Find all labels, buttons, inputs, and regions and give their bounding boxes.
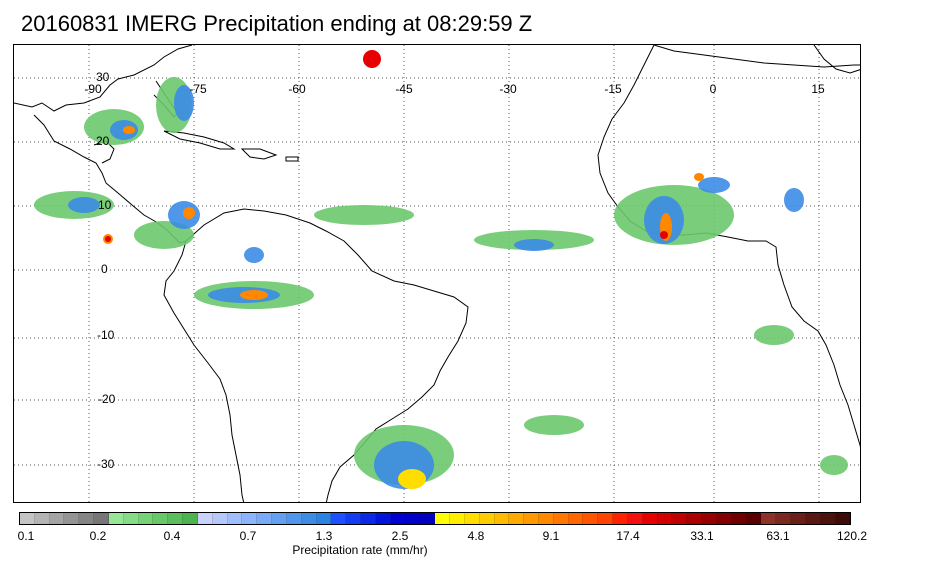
colorbar-tick-label: 120.2 — [836, 529, 868, 543]
colorbar-swatch — [197, 513, 213, 524]
colorbar-swatch — [212, 513, 228, 524]
latitude-label: 20 — [96, 134, 110, 148]
colorbar-tick-label: 33.1 — [690, 529, 714, 543]
colorbar-swatch — [94, 513, 109, 524]
colorbar-swatch — [598, 513, 614, 524]
colorbar-swatch — [138, 513, 154, 524]
colorbar-swatch — [108, 513, 124, 524]
colorbar-swatch — [568, 513, 584, 524]
longitude-label: -90 — [84, 82, 102, 96]
colorbar-swatch — [583, 513, 599, 524]
colorbar-swatch — [34, 513, 50, 524]
latitude-label: 30 — [96, 70, 110, 84]
colorbar-swatch — [479, 513, 495, 524]
colorbar-swatch — [361, 513, 376, 524]
colorbar-swatch — [835, 513, 851, 524]
colorbar-swatch — [331, 513, 347, 524]
longitude-label: 0 — [709, 82, 717, 96]
colorbar-swatch — [776, 513, 792, 524]
colorbar-tick-label: 9.1 — [542, 529, 560, 543]
colorbar-swatch — [642, 513, 658, 524]
coastline-mediterranean — [653, 45, 860, 68]
coastline-north-america — [14, 45, 193, 112]
colorbar-swatch — [168, 513, 184, 524]
colorbar-tick-label: 0.2 — [89, 529, 107, 543]
colorbar-swatch — [346, 513, 362, 524]
colorbar-swatch — [390, 513, 406, 524]
colorbar-tick-label: 17.4 — [616, 529, 640, 543]
colorbar-tick-label: 63.1 — [766, 529, 790, 543]
colorbar-swatch — [227, 513, 243, 524]
colorbar-swatch — [761, 513, 777, 524]
colorbar-swatch — [494, 513, 510, 524]
colorbar-swatch — [183, 513, 198, 524]
precipitation-cells — [34, 50, 848, 489]
colorbar-swatch — [687, 513, 703, 524]
colorbar-swatch — [731, 513, 747, 524]
colorbar-swatch — [746, 513, 762, 524]
colorbar-tick-label: 4.8 — [467, 529, 485, 543]
colorbar-swatch — [716, 513, 732, 524]
longitude-label: -30 — [499, 82, 517, 96]
colorbar-swatch — [405, 513, 421, 524]
latitude-label: -20 — [98, 392, 116, 406]
coastline-europe — [813, 45, 860, 74]
colorbar-label: Precipitation rate (mm/hr) — [292, 543, 428, 557]
colorbar-tick-label: 0.7 — [239, 529, 257, 543]
colorbar-swatch — [79, 513, 95, 524]
colorbar-swatch — [375, 513, 391, 524]
colorbar-tick-label: 0.1 — [17, 529, 35, 543]
colorbar-swatch — [242, 513, 258, 524]
colorbar-tick-label: 1.3 — [315, 529, 333, 543]
map-gridlines — [14, 45, 860, 502]
colorbar-swatch — [702, 513, 717, 524]
longitude-label: -75 — [189, 82, 207, 96]
longitude-label: -45 — [395, 82, 413, 96]
colorbar-swatch — [153, 513, 169, 524]
colorbar-swatch — [272, 513, 287, 524]
colorbar-swatch — [286, 513, 302, 524]
latitude-label: 0 — [101, 262, 108, 276]
longitude-label: -15 — [604, 82, 622, 96]
colorbar-swatch — [20, 513, 35, 524]
colorbar-swatch — [64, 513, 80, 524]
latitude-label: -30 — [97, 457, 115, 471]
colorbar-swatch — [316, 513, 332, 524]
colorbar-swatch — [627, 513, 643, 524]
colorbar-swatch — [805, 513, 821, 524]
coastline-africa-west — [597, 45, 860, 448]
map-canvas — [14, 45, 860, 502]
colorbar-swatch — [509, 513, 525, 524]
precipitation-colorbar — [19, 512, 851, 525]
colorbar-swatch — [257, 513, 273, 524]
coastline-hispaniola — [240, 148, 278, 160]
coastline-south-america-west — [163, 240, 245, 502]
colorbar-swatch — [450, 513, 465, 524]
coastline-cuba — [163, 130, 236, 150]
longitude-label: -60 — [288, 82, 306, 96]
colorbar-tick-label: 2.5 — [391, 529, 409, 543]
coastline-gulf-mexico — [33, 114, 107, 184]
colorbar-swatch — [672, 513, 688, 524]
colorbar-swatch — [420, 513, 436, 524]
colorbar-swatch — [538, 513, 554, 524]
latitude-label: -10 — [97, 328, 115, 342]
precipitation-map — [13, 44, 861, 503]
colorbar-swatch — [301, 513, 317, 524]
colorbar-swatch — [553, 513, 569, 524]
latitude-label: 10 — [98, 198, 112, 212]
longitude-label: 15 — [811, 82, 825, 96]
colorbar-swatch — [435, 513, 451, 524]
colorbar-swatch — [524, 513, 539, 524]
colorbar-swatch — [791, 513, 806, 524]
colorbar-swatch — [613, 513, 628, 524]
map-title: 20160831 IMERG Precipitation ending at 0… — [21, 11, 533, 36]
colorbar-swatch — [657, 513, 673, 524]
coastline-puerto-rico — [285, 156, 299, 162]
colorbar-swatch — [820, 513, 836, 524]
colorbar-swatch — [464, 513, 480, 524]
colorbar-swatch — [49, 513, 65, 524]
colorbar-tick-label: 0.4 — [163, 529, 181, 543]
colorbar-swatch — [123, 513, 139, 524]
